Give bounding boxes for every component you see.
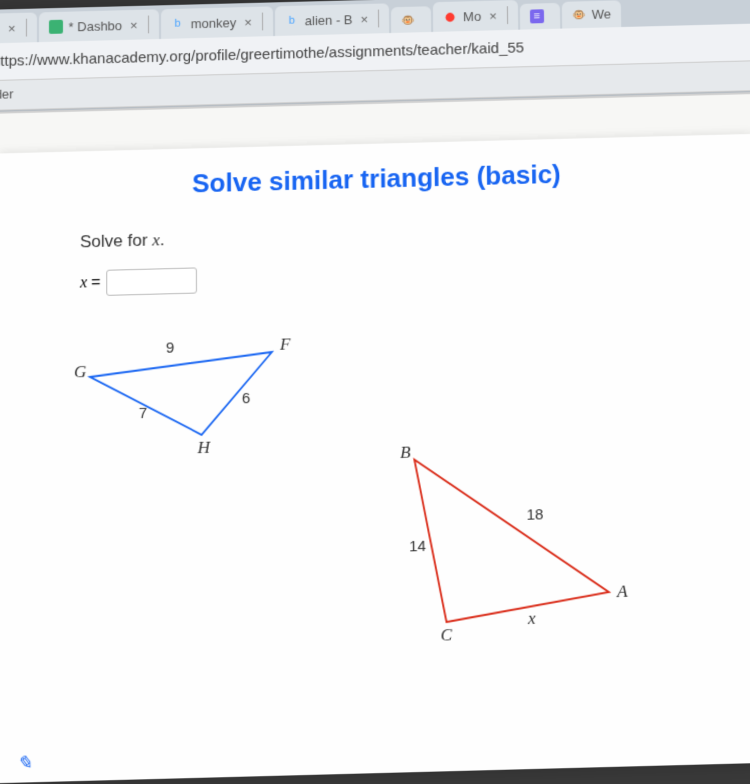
answer-input[interactable]: [107, 267, 198, 295]
figure-area: G F H 9 6 7 B A C 18 14 x: [0, 309, 750, 716]
close-icon[interactable]: ×: [360, 11, 368, 26]
triangle-red: [414, 455, 609, 623]
favicon-bing: b: [285, 14, 299, 28]
close-icon[interactable]: ×: [244, 14, 252, 29]
close-icon[interactable]: ×: [130, 17, 138, 32]
tab-dashboard[interactable]: * Dashbo ×: [39, 9, 159, 42]
vertex-a: A: [616, 581, 629, 601]
page-title: Solve similar triangles (basic): [0, 154, 750, 205]
record-icon: ⬤: [443, 10, 457, 24]
answer-var: x: [80, 274, 87, 292]
tab-monkey-icon[interactable]: 🐵: [391, 6, 431, 33]
vertex-h: H: [196, 438, 211, 458]
vertex-b: B: [400, 442, 411, 462]
monkey-icon: 🐵: [572, 8, 586, 22]
tab-list[interactable]: ≡: [520, 3, 560, 30]
favicon-dashboard: [49, 20, 63, 34]
scratchpad-icon[interactable]: ✎: [17, 752, 32, 774]
exercise-card: Solve similar triangles (basic) Solve fo…: [0, 134, 750, 783]
browser-window: × * Dashbo × b monkey × b alien: [0, 0, 750, 779]
side-gf: 9: [166, 339, 174, 356]
page-content: Solve similar triangles (basic) Solve fo…: [0, 92, 750, 782]
list-icon: ≡: [530, 9, 544, 23]
equals-sign: =: [91, 274, 100, 292]
side-ba: 18: [526, 506, 543, 524]
tab-label: monkey: [191, 15, 237, 31]
folder-label[interactable]: lder: [0, 86, 14, 101]
close-icon[interactable]: ×: [8, 20, 16, 35]
prompt-text: Solve for x.: [80, 215, 750, 253]
close-icon[interactable]: ×: [489, 8, 497, 23]
tab-we[interactable]: 🐵 We: [562, 0, 622, 28]
triangle-gfh: G F H 9 6 7: [80, 331, 303, 468]
tab-alien[interactable]: b alien - B ×: [275, 3, 390, 36]
tab-0[interactable]: ×: [0, 12, 37, 43]
tab-label: Mo: [463, 8, 481, 23]
tab-label: alien - B: [305, 12, 353, 28]
side-gh: 7: [139, 405, 147, 422]
triangle-bac: B A C 18 14 x: [384, 444, 640, 655]
answer-input-row: x =: [80, 253, 750, 297]
tab-label: We: [592, 7, 611, 22]
vertex-f: F: [279, 334, 291, 353]
vertex-g: G: [74, 362, 86, 382]
vertex-c: C: [440, 625, 452, 645]
side-fh: 6: [242, 390, 251, 407]
tab-monkey[interactable]: b monkey ×: [161, 6, 273, 39]
monkey-icon: 🐵: [401, 13, 415, 27]
side-bc: 14: [409, 538, 426, 556]
side-ca: x: [527, 608, 536, 628]
favicon-bing: b: [171, 17, 185, 31]
tab-mo[interactable]: ⬤ Mo ×: [433, 0, 518, 32]
tab-label: * Dashbo: [69, 18, 123, 34]
